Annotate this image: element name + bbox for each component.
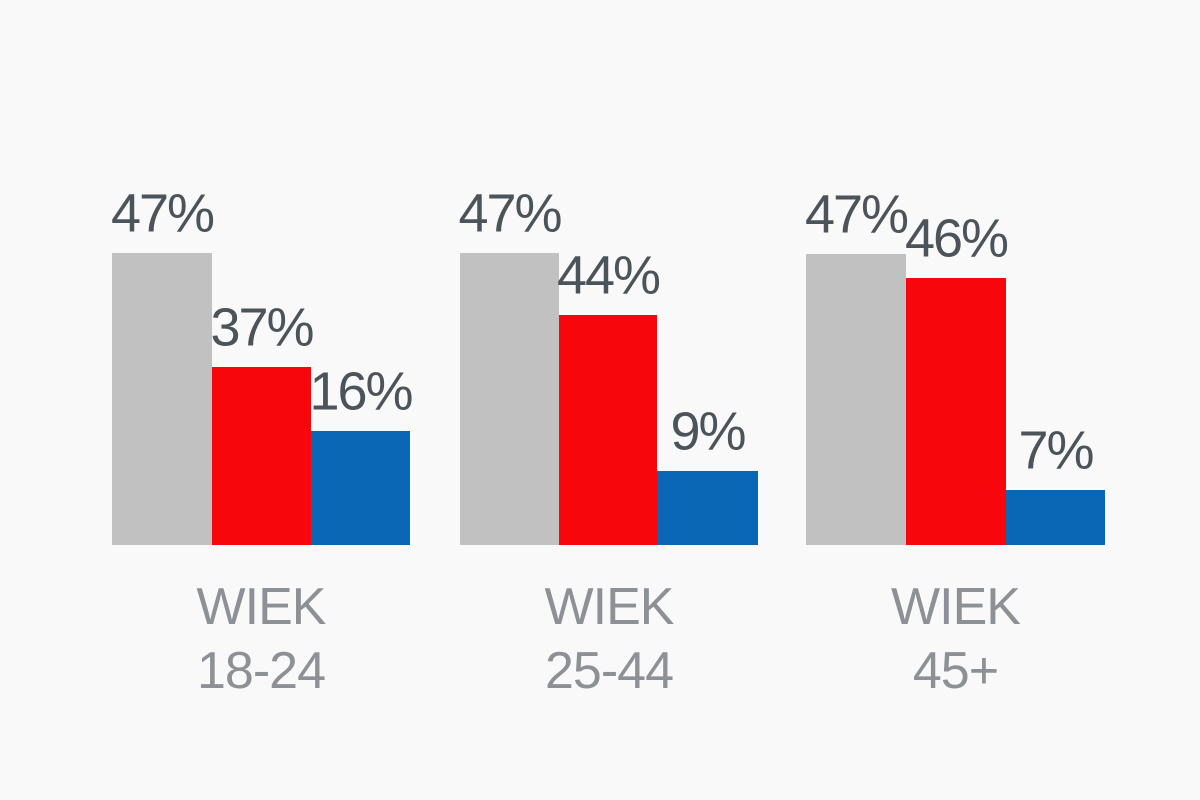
- bar-gray-group-2: [460, 253, 559, 545]
- value-label-blue-group-2: 9%: [670, 401, 746, 462]
- group-label-line: 18-24: [197, 642, 326, 700]
- group-label-1: WIEK 18-24: [196, 575, 327, 703]
- group-label-line: 25-44: [545, 642, 674, 700]
- bar-blue-group-3: [1006, 490, 1105, 545]
- group-label-2: WIEK 25-44: [544, 575, 675, 703]
- group-label-line: 45+: [912, 642, 999, 700]
- value-label-red-group-2: 44%: [556, 245, 661, 306]
- value-label-gray-group-2: 47%: [458, 183, 562, 244]
- group-label-line: WIEK: [544, 578, 675, 636]
- bar-blue-group-1: [311, 431, 410, 545]
- group-label-3: WIEK 45+: [891, 575, 1021, 703]
- value-label-blue-group-3: 7%: [1018, 420, 1094, 481]
- group-label-line: WIEK: [196, 578, 327, 636]
- value-label-red-group-1: 37%: [210, 297, 314, 358]
- bar-gray-group-3: [806, 254, 906, 545]
- bar-red-group-3: [906, 278, 1006, 545]
- group-label-line: WIEK: [891, 578, 1021, 636]
- value-label-red-group-3: 46%: [904, 208, 1009, 269]
- bar-red-group-2: [559, 315, 657, 545]
- bar-gray-group-1: [112, 253, 212, 545]
- value-label-gray-group-1: 47%: [110, 183, 215, 244]
- bar-blue-group-2: [657, 471, 758, 545]
- value-label-blue-group-1: 16%: [309, 361, 413, 422]
- value-label-gray-group-3: 47%: [804, 184, 909, 245]
- bar-red-group-1: [212, 367, 311, 545]
